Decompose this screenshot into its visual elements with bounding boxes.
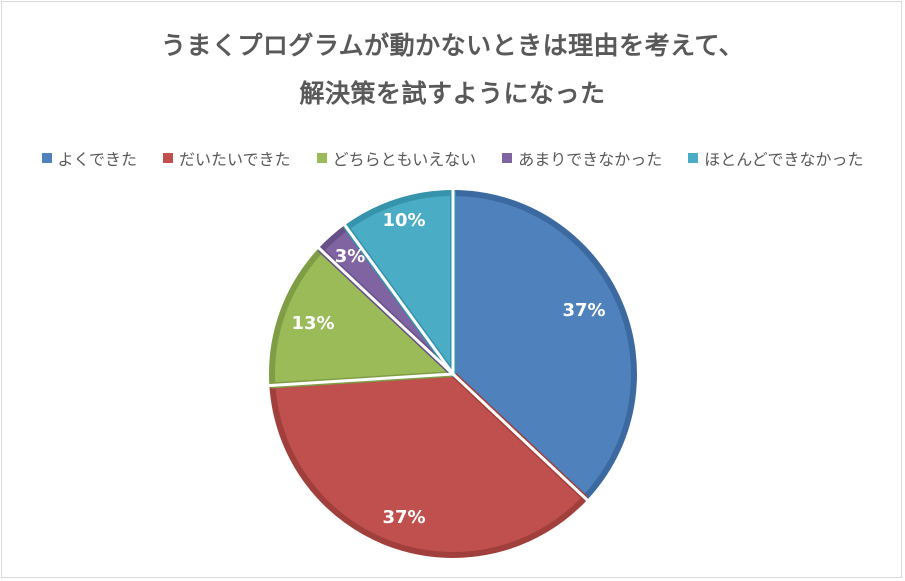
legend-item-1: よくできた	[41, 146, 138, 170]
slice-separator-4	[317, 246, 455, 376]
pie-slice-2	[269, 371, 588, 558]
chart-legend: よくできた だいたいできた どちらともいえない あまりできなかった ほとんどでき…	[0, 146, 905, 170]
pie-slice-3	[269, 247, 456, 389]
chart-title-line-1: うまくプログラムが動かないときは理由を考えて、	[160, 31, 745, 60]
slice-separator-2	[451, 372, 589, 502]
legend-item-5: ほとんどできなかった	[688, 146, 863, 170]
pie-slice-5	[343, 190, 456, 377]
slice-separator-3	[268, 372, 454, 388]
legend-swatch-1	[41, 153, 52, 163]
data-label-4: 3%	[335, 246, 366, 267]
chart-title-line-2: 解決策を試すようになった	[299, 79, 606, 108]
legend-swatch-5	[688, 153, 699, 163]
pie-slice-1	[450, 190, 637, 501]
slice-separator-5	[343, 223, 455, 375]
legend-swatch-3	[316, 153, 327, 163]
legend-swatch-2	[163, 153, 174, 163]
data-label-5: 10%	[382, 210, 425, 231]
legend-label-3: どちらともいえない	[332, 150, 477, 169]
legend-item-3: どちらともいえない	[316, 146, 477, 170]
legend-item-2: だいたいできた	[163, 146, 291, 170]
legend-label-5: ほとんどできなかった	[704, 150, 864, 169]
legend-swatch-4	[502, 153, 513, 163]
legend-label-4: あまりできなかった	[518, 150, 663, 169]
data-label-3: 13%	[291, 313, 334, 334]
legend-label-2: だいたいできた	[179, 150, 291, 169]
data-label-2: 37%	[382, 507, 425, 528]
legend-item-4: あまりできなかった	[502, 146, 662, 170]
data-label-1: 37%	[562, 300, 605, 321]
legend-label-1: よくできた	[57, 150, 138, 169]
